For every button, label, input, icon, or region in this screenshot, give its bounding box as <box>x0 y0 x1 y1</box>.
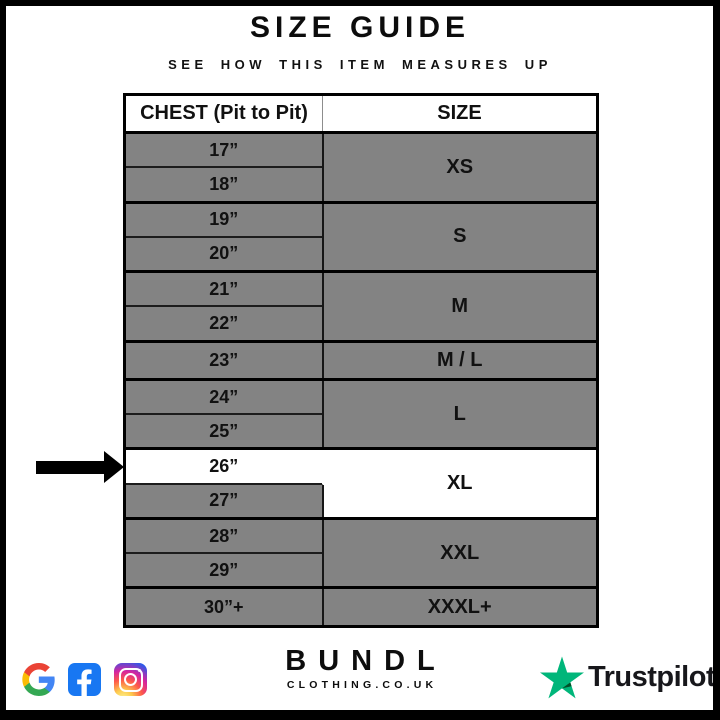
measurement-cell: 29” <box>124 552 324 588</box>
brand-name: BUNDL <box>285 645 447 677</box>
measurement-cell: 19” <box>124 200 324 237</box>
table-row: 23” M / L <box>124 339 598 380</box>
measurement-cell: 23” <box>124 339 324 380</box>
measurement-cell: 28” <box>124 516 324 554</box>
measurement-cell: 18” <box>124 166 324 202</box>
brand-tagline: CLOTHING.CO.UK <box>286 679 438 691</box>
measurement-cell: 30”+ <box>124 586 324 627</box>
trustpilot-label: Trustpilot <box>588 661 716 693</box>
table-row: 21” M <box>124 270 598 341</box>
size-cell: L <box>322 377 598 449</box>
page-title: SIZE GUIDE <box>249 11 471 44</box>
size-cell: S <box>322 200 598 272</box>
measurement-cell: 27” <box>124 482 324 519</box>
instagram-icon[interactable] <box>114 663 147 696</box>
google-icon[interactable] <box>22 663 55 696</box>
table-row: 20” <box>124 235 598 272</box>
measurement-cell: 24” <box>124 377 324 415</box>
table-row: 25” <box>124 413 598 449</box>
table-row: 18” <box>124 166 598 202</box>
measurement-cell: 21” <box>124 270 324 307</box>
social-icons <box>22 663 147 696</box>
trustpilot-star-icon <box>540 656 584 699</box>
size-cell: XL <box>322 447 598 519</box>
size-guide-table: CHEST (Pit to Pit) SIZE 17” XS 18” 19” S 20” 2… <box>123 93 599 628</box>
size-table-body: 17” XS 18” 19” S 20” 21” M 22” 23” M / L 24” L 25” 26”… <box>124 131 598 627</box>
size-cell: XXXL+ <box>322 586 598 627</box>
page-subtitle: SEE HOW THIS ITEM MEASURES UP <box>168 57 552 72</box>
arrow-head <box>104 451 124 483</box>
size-cell: M <box>322 270 598 341</box>
table-row: 26” XL <box>124 447 598 519</box>
chest-column-header: CHEST (Pit to Pit) <box>124 94 323 134</box>
table-row: 30”+ XXXL+ <box>124 586 598 627</box>
facebook-icon[interactable] <box>68 663 101 696</box>
size-column-header: SIZE <box>322 94 598 134</box>
table-row: 17” XS <box>124 131 598 202</box>
instagram-flash-dot <box>137 669 141 673</box>
brand-logo: BUNDL CLOTHING.CO.UK <box>0 646 720 691</box>
size-cell: M / L <box>322 339 598 380</box>
measurement-cell: 17” <box>124 131 324 168</box>
table-row: 27” <box>124 482 598 519</box>
table-row: 22” <box>124 305 598 341</box>
table-row: 19” S <box>124 200 598 272</box>
trustpilot-logo[interactable]: Trustpilot <box>540 655 716 700</box>
size-cell: XXL <box>322 516 598 588</box>
table-header-row: CHEST (Pit to Pit) SIZE <box>124 94 598 134</box>
measurement-cell: 26” <box>124 447 323 484</box>
measurement-cell: 22” <box>124 305 324 341</box>
row-indicator-arrow <box>36 451 124 483</box>
table-row: 24” L <box>124 377 598 449</box>
measurement-cell: 20” <box>124 235 324 272</box>
instagram-lens <box>124 673 137 686</box>
instagram-camera-outline <box>118 667 143 692</box>
size-cell: XS <box>322 131 598 202</box>
measurement-cell: 25” <box>124 413 324 449</box>
table-row: 28” XXL <box>124 516 598 588</box>
arrow-shaft <box>36 461 104 474</box>
table-row: 29” <box>124 552 598 588</box>
